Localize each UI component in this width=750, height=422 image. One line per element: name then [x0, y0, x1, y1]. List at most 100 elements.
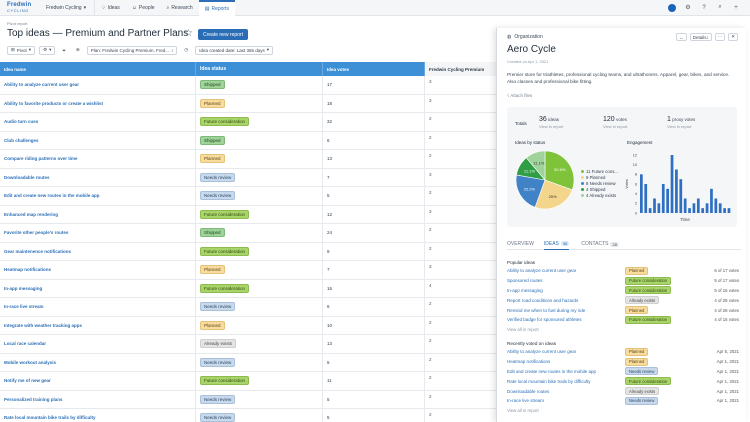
idea-name-link[interactable]: Audio turn cues — [0, 113, 196, 131]
idea-name-link[interactable]: Notify me of new gear — [0, 372, 196, 390]
pivot-button[interactable]: ⊞ Pivot ▾ — [7, 45, 36, 55]
tab-contacts[interactable]: CONTACTS 28 — [581, 238, 629, 250]
close-icon[interactable]: ✕ — [728, 33, 738, 41]
workspace-switcher[interactable]: Fredwin Cycling ▾ — [40, 0, 96, 16]
add-icon[interactable]: + — [734, 4, 738, 11]
bar[interactable] — [675, 169, 678, 214]
idea-name-link[interactable]: Personalized training plans — [0, 390, 196, 408]
header-idea-votes[interactable]: Idea votes — [323, 62, 425, 76]
star-icon[interactable]: ☆ — [184, 28, 193, 39]
idea-link[interactable]: Report road conditions and hazards — [507, 297, 579, 303]
pie-slice[interactable] — [515, 174, 546, 208]
pie-slice[interactable] — [525, 150, 546, 181]
tab-overview[interactable]: OVERVIEW — [507, 238, 544, 250]
bar[interactable] — [653, 198, 656, 214]
filter-button[interactable]: ⏷ — [59, 45, 69, 55]
back-arrow-icon[interactable]: ← — [676, 33, 687, 41]
status-badge: Future consideration — [200, 117, 250, 127]
bar[interactable] — [688, 208, 691, 213]
nav-ideas[interactable]: ♢ Ideas — [95, 0, 126, 16]
bar[interactable] — [670, 155, 674, 213]
idea-name-link[interactable]: Ability to favorite products or create a… — [0, 94, 196, 112]
bar[interactable] — [718, 203, 722, 213]
idea-link[interactable]: Edit and create new routes in the mobile… — [507, 368, 597, 374]
idea-name-link[interactable]: In-app messaging — [0, 279, 196, 297]
popular-view-all-link[interactable]: View all in report — [507, 327, 539, 332]
idea-name-link[interactable]: Integrate with weather tracking apps — [0, 316, 196, 334]
idea-link[interactable]: Heatmap notifications — [507, 359, 551, 365]
idea-name-link[interactable]: Club challenges — [0, 131, 196, 149]
nav-reports[interactable]: ▤ Reports — [198, 0, 235, 16]
stat-proxy-link[interactable]: View in report — [667, 124, 692, 129]
idea-name-link[interactable]: Favorite other people's routes — [0, 224, 196, 242]
recent-view-all-link[interactable]: View all in report — [507, 408, 539, 413]
idea-name-link[interactable]: Local race calendar — [0, 335, 196, 353]
create-report-button[interactable]: Create new report — [198, 29, 248, 40]
plan-filter-icon-button[interactable]: ⊛ — [72, 45, 83, 55]
idea-votes-cell: 16 — [323, 279, 425, 297]
idea-link[interactable]: In-app messaging — [507, 287, 543, 293]
header-idea-name[interactable]: Idea name — [0, 62, 196, 76]
premium-cell: 2 — [425, 187, 496, 205]
bar[interactable] — [692, 203, 696, 213]
idea-link[interactable]: Downloadable routes — [507, 388, 550, 394]
idea-link[interactable]: Ability to analyze current user gear — [507, 268, 577, 274]
bar[interactable] — [696, 198, 700, 214]
idea-link[interactable]: Rate local mountain bike trails by diffi… — [507, 378, 591, 384]
bar[interactable] — [714, 198, 718, 214]
nav-people[interactable]: ☺ People — [126, 0, 161, 16]
attach-files-link[interactable]: ⌇ Attach files — [507, 93, 532, 99]
idea-link[interactable]: Ability to analyze current user gear — [507, 349, 577, 355]
more-icon[interactable]: ⋯ — [714, 33, 726, 41]
bar[interactable] — [701, 208, 705, 213]
logo[interactable]: Fredwin CYCLING — [7, 1, 32, 13]
idea-name-link[interactable]: Rate local mountain bike trails by diffi… — [0, 409, 196, 422]
idea-link[interactable]: Sponsored routes — [507, 278, 543, 284]
chevron-updown-icon: ↕ — [171, 47, 174, 53]
search-icon[interactable]: ⌕ — [718, 4, 722, 10]
pie-slice[interactable] — [544, 150, 575, 191]
bar[interactable] — [661, 184, 665, 213]
date-filter[interactable]: Idea created date: Last 365 days ▾ — [195, 45, 274, 55]
header-idea-status[interactable]: Idea status — [196, 62, 323, 76]
pie-slice-label: 25% — [549, 194, 557, 199]
bar[interactable] — [640, 174, 643, 213]
idea-name-link[interactable]: Edit and create new routes in the mobile… — [0, 187, 196, 205]
bar[interactable] — [657, 203, 661, 213]
idea-name-link[interactable]: In-race live stream — [0, 298, 196, 316]
bar[interactable] — [666, 188, 670, 213]
tab-ideas[interactable]: IDEAS 36 — [543, 238, 570, 250]
plan-filter[interactable]: Plan: Fredwin Cycling Premium, Fred... ↕ — [86, 45, 178, 55]
bar[interactable] — [679, 179, 683, 213]
bar[interactable] — [644, 184, 648, 213]
bar[interactable] — [710, 188, 713, 213]
bar[interactable] — [705, 203, 709, 213]
bar[interactable] — [648, 208, 652, 213]
idea-name-link[interactable]: Downloadable routes — [0, 168, 196, 186]
idea-name-link[interactable]: Compare riding patterns over time — [0, 150, 196, 168]
settings-button[interactable]: ⚙ ▾ — [39, 45, 56, 55]
stat-votes-link[interactable]: View in report — [603, 124, 628, 129]
header-premium[interactable]: Fredwin Cycling Premium — [425, 62, 496, 76]
settings-icon[interactable]: ⚙ — [685, 5, 691, 11]
idea-name-link[interactable]: Mobile workout analysis — [0, 353, 196, 371]
idea-link[interactable]: In-race live stream — [507, 398, 545, 404]
premium-cell: 2 — [425, 335, 496, 353]
idea-link[interactable]: Verified badge for sponsored athletes — [507, 317, 582, 323]
avatar[interactable] — [668, 3, 676, 12]
nav-research[interactable]: ⌕ Research — [161, 0, 199, 16]
idea-name-link[interactable]: Ability to analyze current user gear — [0, 76, 196, 94]
idea-name-link[interactable]: Heatmap notifications — [0, 261, 196, 279]
bar[interactable] — [727, 208, 731, 213]
bar[interactable] — [683, 198, 687, 214]
idea-name-link[interactable]: Enhanced map rendering — [0, 205, 196, 223]
breadcrumb[interactable]: Pivot report — [7, 21, 28, 26]
details-button[interactable]: Details ↕ — [689, 33, 712, 41]
stat-ideas-link[interactable]: View in report — [539, 124, 564, 129]
date-filter-icon-button[interactable]: ◷ — [181, 45, 192, 55]
idea-name-link[interactable]: Gear maintenence notifications — [0, 242, 196, 260]
idea-link[interactable]: Remind me when to fuel during my ride — [507, 307, 586, 313]
help-icon[interactable]: ? — [702, 4, 706, 11]
bar[interactable] — [723, 208, 726, 213]
pie-slice[interactable] — [534, 179, 573, 210]
